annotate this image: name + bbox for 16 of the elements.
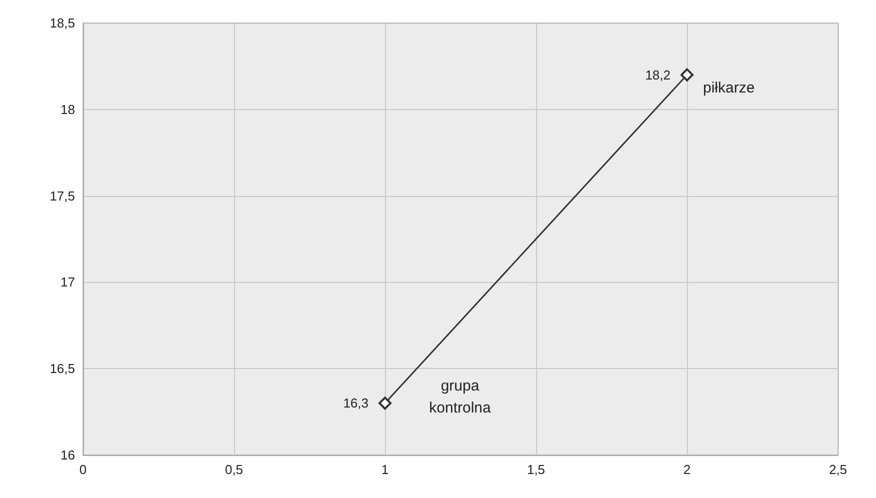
x-tick-label: 2,5 [828,462,848,477]
x-tick-label: 1 [381,462,389,477]
y-tick-label: 17,5 [50,188,75,204]
y-tick-label: 16,5 [50,361,75,376]
x-tick-label: 0,5 [224,462,244,477]
x-tick-label: 0 [79,462,87,477]
y-tick-label: 18,5 [50,16,75,30]
data-label: 16,3 [343,396,368,411]
data-label: 18,2 [645,67,670,82]
y-tick-label: 17 [60,274,75,290]
annotation: grupa kontrolna [429,378,492,417]
y-tick-label: 18 [60,102,75,117]
annotation: piłkarze [703,79,755,96]
x-tick-label: 1,5 [526,462,546,477]
x-tick-label: 2 [683,462,691,477]
y-tick-label: 16 [60,448,75,462]
